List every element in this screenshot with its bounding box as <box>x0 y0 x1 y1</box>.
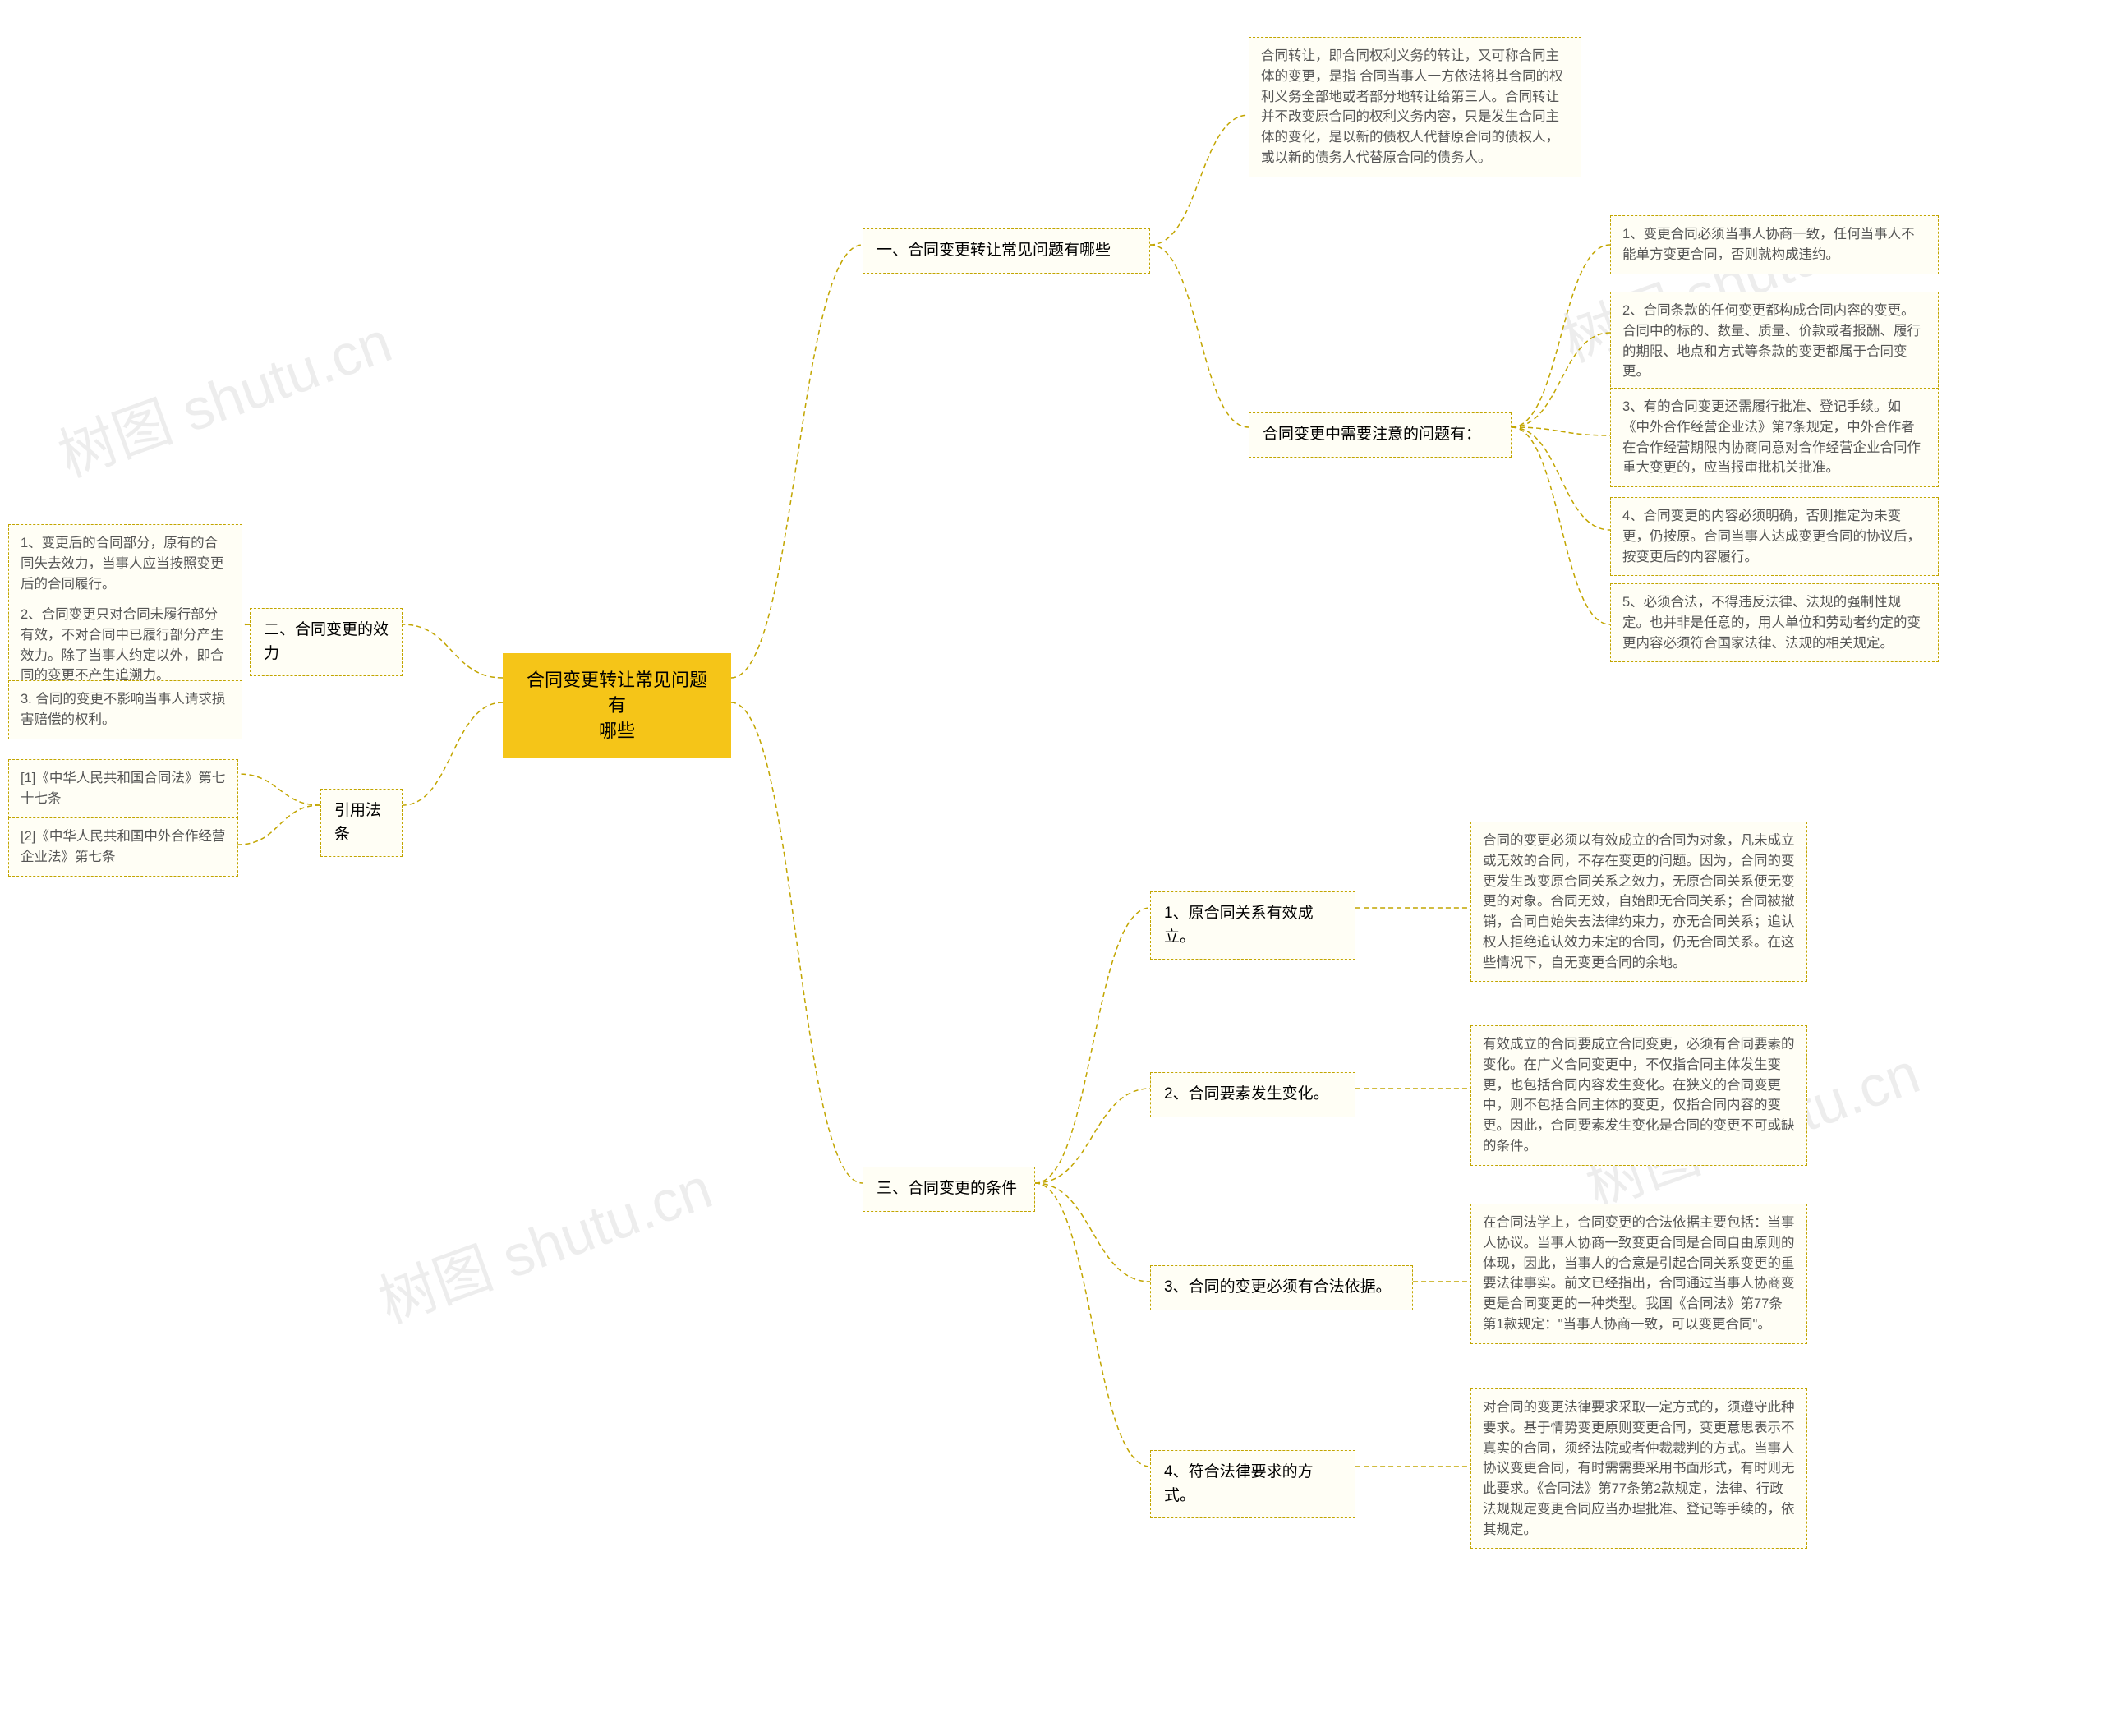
s2-p3: 3. 合同的变更不影响当事人请求损害赔偿的权利。 <box>8 680 242 739</box>
laws-l1: [1]《中华人民共和国合同法》第七十七条 <box>8 759 238 818</box>
watermark: 树图 shutu.cn <box>46 297 402 494</box>
laws-title: 引用法条 <box>320 789 403 857</box>
section-2-title: 二、合同变更的效力 <box>250 608 403 676</box>
s3-c3-title: 3、合同的变更必须有合法依据。 <box>1150 1265 1413 1310</box>
root-node: 合同变更转让常见问题有 哪些 <box>503 653 731 758</box>
laws-l2: [2]《中华人民共和国中外合作经营企业法》第七条 <box>8 817 238 877</box>
section-3-title: 三、合同变更的条件 <box>863 1167 1035 1212</box>
section-1-title: 一、合同变更转让常见问题有哪些 <box>863 228 1150 274</box>
s2-p1: 1、变更后的合同部分，原有的合同失去效力，当事人应当按照变更后的合同履行。 <box>8 524 242 603</box>
s3-c2-body: 有效成立的合同要成立合同变更，必须有合同要素的变化。在广义合同变更中，不仅指合同… <box>1470 1025 1807 1166</box>
s1-intro: 合同转让，即合同权利义务的转让，又可称合同主体的变更，是指 合同当事人一方依法将… <box>1249 37 1581 177</box>
s1-p2: 2、合同条款的任何变更都构成合同内容的变更。合同中的标的、数量、质量、价款或者报… <box>1610 292 1939 391</box>
s3-c1-title: 1、原合同关系有效成立。 <box>1150 891 1355 960</box>
watermark: 树图 shutu.cn <box>366 1143 722 1340</box>
s1-p5: 5、必须合法，不得违反法律、法规的强制性规定。也并非是任意的，用人单位和劳动者约… <box>1610 583 1939 662</box>
s3-c1-body: 合同的变更必须以有效成立的合同为对象，凡未成立或无效的合同，不存在变更的问题。因… <box>1470 822 1807 982</box>
s1-p4: 4、合同变更的内容必须明确，否则推定为未变更，仍按原。合同当事人达成变更合同的协… <box>1610 497 1939 576</box>
s3-c4-body: 对合同的变更法律要求采取一定方式的，须遵守此种要求。基于情势变更原则变更合同，变… <box>1470 1388 1807 1549</box>
s3-c4-title: 4、符合法律要求的方式。 <box>1150 1450 1355 1518</box>
s1-subtitle: 合同变更中需要注意的问题有： <box>1249 412 1512 458</box>
s3-c2-title: 2、合同要素发生变化。 <box>1150 1072 1355 1117</box>
s3-c3-body: 在合同法学上，合同变更的合法依据主要包括：当事人协议。当事人协商一致变更合同是合… <box>1470 1204 1807 1344</box>
s1-p1: 1、变更合同必须当事人协商一致，任何当事人不能单方变更合同，否则就构成违约。 <box>1610 215 1939 274</box>
s1-p3: 3、有的合同变更还需履行批准、登记手续。如《中外合作经营企业法》第7条规定，中外… <box>1610 388 1939 487</box>
